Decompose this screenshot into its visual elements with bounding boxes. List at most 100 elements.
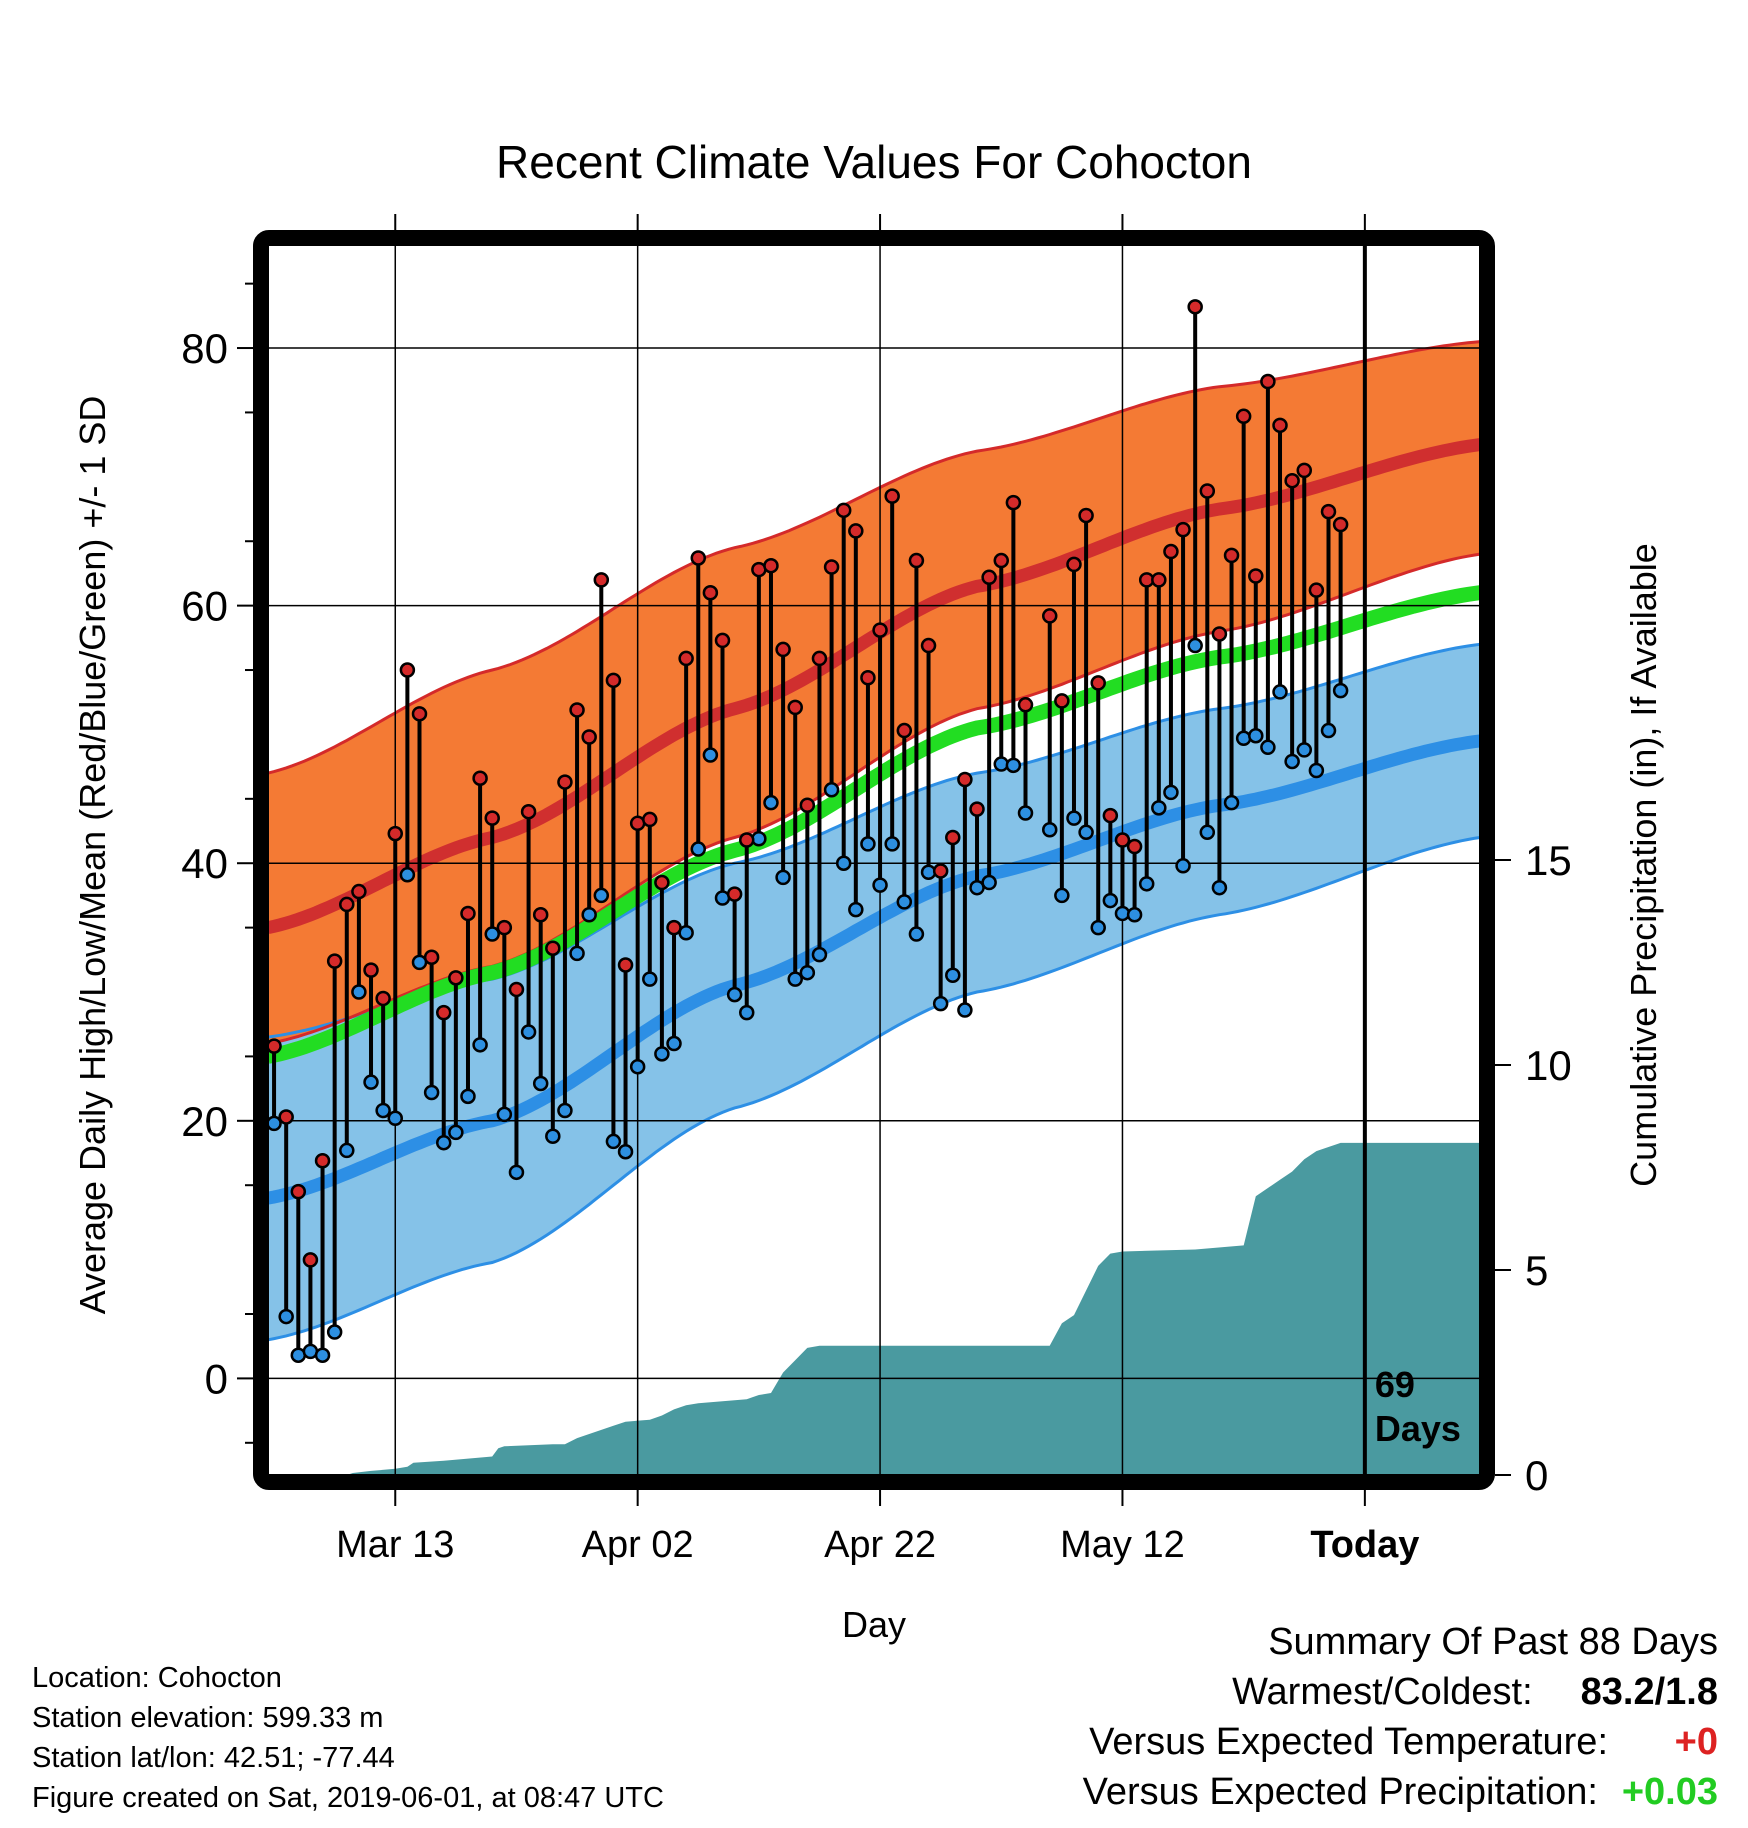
high-temp-point: [690, 550, 707, 566]
high-temp-point: [702, 584, 719, 601]
high-temp-point: [799, 797, 816, 814]
precip-label: Versus Expected Precipitation:: [1082, 1771, 1598, 1813]
high-temp-point: [1017, 697, 1034, 713]
summary-precip-row: Versus Expected Precipitation: +0.03: [1083, 1767, 1718, 1817]
low-temp-point: [1211, 879, 1228, 896]
high-temp-point: [1175, 521, 1191, 538]
high-temp-point: [339, 896, 355, 913]
high-temp-point: [908, 552, 925, 569]
high-temp-point: [484, 810, 500, 826]
high-temp-point: [351, 883, 367, 900]
low-temp-point: [508, 1164, 525, 1181]
y-tick-label: 80: [181, 325, 228, 372]
high-temp-point: [569, 702, 585, 718]
low-temp-point: [1320, 722, 1337, 739]
today-annotation-line: Days: [1375, 1408, 1461, 1449]
low-temp-point: [1041, 821, 1058, 838]
low-temp-point: [1260, 739, 1276, 756]
high-temp-point: [314, 1152, 331, 1169]
today-days-annotation: 69 Days: [1375, 1364, 1461, 1449]
high-temp-point: [642, 811, 658, 828]
summary-temp-row: Versus Expected Temperature: +0: [1083, 1717, 1718, 1767]
high-temp-point: [1296, 462, 1313, 479]
high-temp-point: [1211, 626, 1228, 642]
high-temp-point: [290, 1183, 307, 1200]
low-temp-point: [787, 971, 803, 987]
high-temp-point: [593, 572, 610, 588]
high-temp-point: [823, 559, 840, 575]
high-temp-point: [1332, 516, 1349, 533]
low-temp-point: [1223, 794, 1240, 811]
low-temp-point: [654, 1046, 670, 1062]
high-temp-point: [387, 825, 404, 842]
high-temp-point: [1272, 417, 1288, 434]
x-axis-label: Day: [842, 1604, 906, 1645]
low-temp-point: [581, 906, 597, 923]
low-temp-point: [569, 945, 585, 962]
mean-normal-line: [266, 585, 1481, 1064]
high-temp-point: [993, 552, 1010, 569]
low-temp-point: [1199, 824, 1216, 841]
high-temp-point: [1260, 373, 1276, 390]
high-temp-point: [1090, 675, 1106, 691]
high-temp-point: [266, 1038, 282, 1054]
low-temp-point: [605, 1133, 622, 1150]
low-temp-point: [690, 841, 707, 857]
low-temp-point: [702, 747, 719, 763]
low-temp-point: [545, 1128, 561, 1145]
y-tick-label: 20: [181, 1098, 228, 1145]
precip-value: +0.03: [1621, 1771, 1718, 1813]
low-temp-point: [1138, 876, 1155, 892]
high-temp-point: [1151, 572, 1167, 588]
high-temp-point: [957, 771, 973, 788]
high-temp-point: [399, 662, 416, 678]
low-temp-point: [1126, 906, 1143, 923]
high-temp-point: [945, 829, 961, 846]
high-temp-point: [1284, 472, 1300, 489]
high-temp-point: [496, 919, 513, 936]
plot-frame: [253, 230, 1495, 1490]
station-info: Location: Cohocton Station elevation: 59…: [32, 1658, 664, 1818]
y-tick-label: 60: [181, 583, 228, 630]
high-temp-point: [738, 832, 755, 848]
high-temp-point: [605, 672, 622, 689]
low-temp-point: [872, 877, 888, 893]
high-temp-point: [532, 906, 549, 923]
high-temp-point: [1223, 547, 1240, 564]
low-temp-point: [363, 1074, 379, 1090]
high-temp-point: [1187, 299, 1203, 315]
y2-axis-label: Cumulative Precipitation (in), If Availa…: [1623, 543, 1664, 1187]
low-temp-point: [1090, 919, 1106, 936]
warmest-value: 83.2/1.8: [1580, 1671, 1718, 1713]
low-temp-point: [1078, 824, 1094, 841]
high-upper-edge: [267, 340, 1481, 775]
high-temp-point: [726, 886, 743, 902]
latlon-text: Station lat/lon: 42.51; -77.44: [32, 1742, 395, 1774]
high-temp-point: [448, 970, 464, 986]
low-temp-point: [326, 1324, 343, 1340]
low-temp-point: [266, 1115, 282, 1132]
temp-value: +0: [1674, 1721, 1718, 1763]
high-temp-point: [581, 729, 597, 745]
high-temp-point: [981, 569, 997, 586]
x-tick-label: May 12: [1060, 1524, 1185, 1566]
y-tick-label: 40: [181, 840, 228, 887]
low-temp-point: [642, 971, 658, 987]
high-temp-point: [896, 722, 913, 739]
summary-panel: Summary Of Past 88 Days Warmest/Coldest:…: [1083, 1617, 1718, 1817]
low-temp-point: [1296, 742, 1313, 758]
low-temp-point: [351, 984, 367, 1000]
low-temp-point: [532, 1075, 549, 1092]
location-text: Location: Cohocton: [32, 1662, 282, 1694]
today-annotation-line: 69: [1375, 1364, 1415, 1405]
low-temp-point: [375, 1102, 391, 1119]
low-temp-point: [387, 1110, 404, 1126]
high-temp-point: [1308, 582, 1325, 598]
high-temp-point: [1199, 483, 1216, 499]
low-temp-point: [1235, 730, 1252, 747]
low-temp-point: [1284, 753, 1300, 770]
high-temp-point: [411, 706, 428, 722]
low-temp-point: [908, 926, 925, 942]
high-temp-point: [1102, 807, 1119, 824]
low-temp-point: [823, 782, 840, 798]
